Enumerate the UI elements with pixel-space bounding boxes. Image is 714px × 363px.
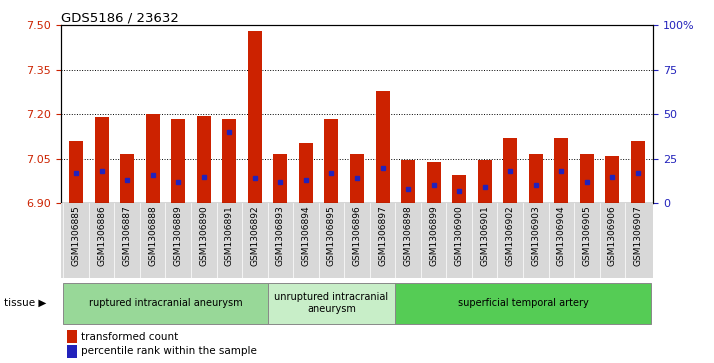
Text: GSM1306890: GSM1306890 — [199, 205, 208, 266]
Text: GDS5186 / 23632: GDS5186 / 23632 — [61, 11, 178, 24]
FancyBboxPatch shape — [268, 283, 396, 325]
Text: GSM1306898: GSM1306898 — [403, 205, 413, 266]
Text: GSM1306895: GSM1306895 — [327, 205, 336, 266]
Text: percentile rank within the sample: percentile rank within the sample — [81, 346, 257, 356]
Text: ruptured intracranial aneurysm: ruptured intracranial aneurysm — [89, 298, 242, 308]
Text: superficial temporal artery: superficial temporal artery — [458, 298, 588, 308]
Text: GSM1306891: GSM1306891 — [225, 205, 233, 266]
Bar — [580, 154, 594, 203]
Text: transformed count: transformed count — [81, 331, 178, 342]
Text: GSM1306885: GSM1306885 — [71, 205, 81, 266]
Bar — [631, 141, 645, 203]
Text: GSM1306907: GSM1306907 — [633, 205, 643, 266]
Bar — [120, 154, 134, 203]
Bar — [299, 143, 313, 203]
Text: GSM1306900: GSM1306900 — [455, 205, 463, 266]
Text: GSM1306894: GSM1306894 — [301, 205, 311, 266]
Text: GSM1306901: GSM1306901 — [481, 205, 489, 266]
Bar — [503, 138, 517, 203]
Bar — [350, 154, 364, 203]
Text: GSM1306903: GSM1306903 — [531, 205, 540, 266]
Bar — [478, 160, 492, 203]
Text: tissue ▶: tissue ▶ — [4, 298, 46, 308]
Bar — [376, 91, 390, 203]
Text: GSM1306897: GSM1306897 — [378, 205, 387, 266]
FancyBboxPatch shape — [64, 283, 268, 325]
Bar — [324, 119, 338, 203]
Bar — [94, 117, 109, 203]
Text: GSM1306896: GSM1306896 — [353, 205, 361, 266]
Bar — [69, 141, 83, 203]
Bar — [426, 162, 441, 203]
Bar — [222, 119, 236, 203]
Text: GSM1306904: GSM1306904 — [557, 205, 566, 266]
Text: GSM1306892: GSM1306892 — [251, 205, 259, 266]
Text: GSM1306893: GSM1306893 — [276, 205, 285, 266]
Text: unruptured intracranial
aneurysm: unruptured intracranial aneurysm — [274, 292, 388, 314]
Bar — [248, 31, 262, 203]
Bar — [66, 345, 77, 358]
Bar — [66, 330, 77, 343]
Bar — [171, 119, 185, 203]
Text: GSM1306888: GSM1306888 — [148, 205, 157, 266]
Bar — [273, 154, 288, 203]
FancyBboxPatch shape — [396, 283, 650, 325]
Text: GSM1306887: GSM1306887 — [123, 205, 131, 266]
Text: GSM1306902: GSM1306902 — [506, 205, 515, 266]
Text: GSM1306905: GSM1306905 — [583, 205, 591, 266]
Bar — [61, 203, 653, 278]
Bar — [529, 154, 543, 203]
Text: GSM1306886: GSM1306886 — [97, 205, 106, 266]
Bar — [197, 116, 211, 203]
Bar — [452, 175, 466, 203]
Bar — [554, 138, 568, 203]
Bar — [401, 160, 415, 203]
Bar — [146, 114, 160, 203]
Text: GSM1306889: GSM1306889 — [174, 205, 183, 266]
Bar — [605, 156, 620, 203]
Text: GSM1306899: GSM1306899 — [429, 205, 438, 266]
Text: GSM1306906: GSM1306906 — [608, 205, 617, 266]
